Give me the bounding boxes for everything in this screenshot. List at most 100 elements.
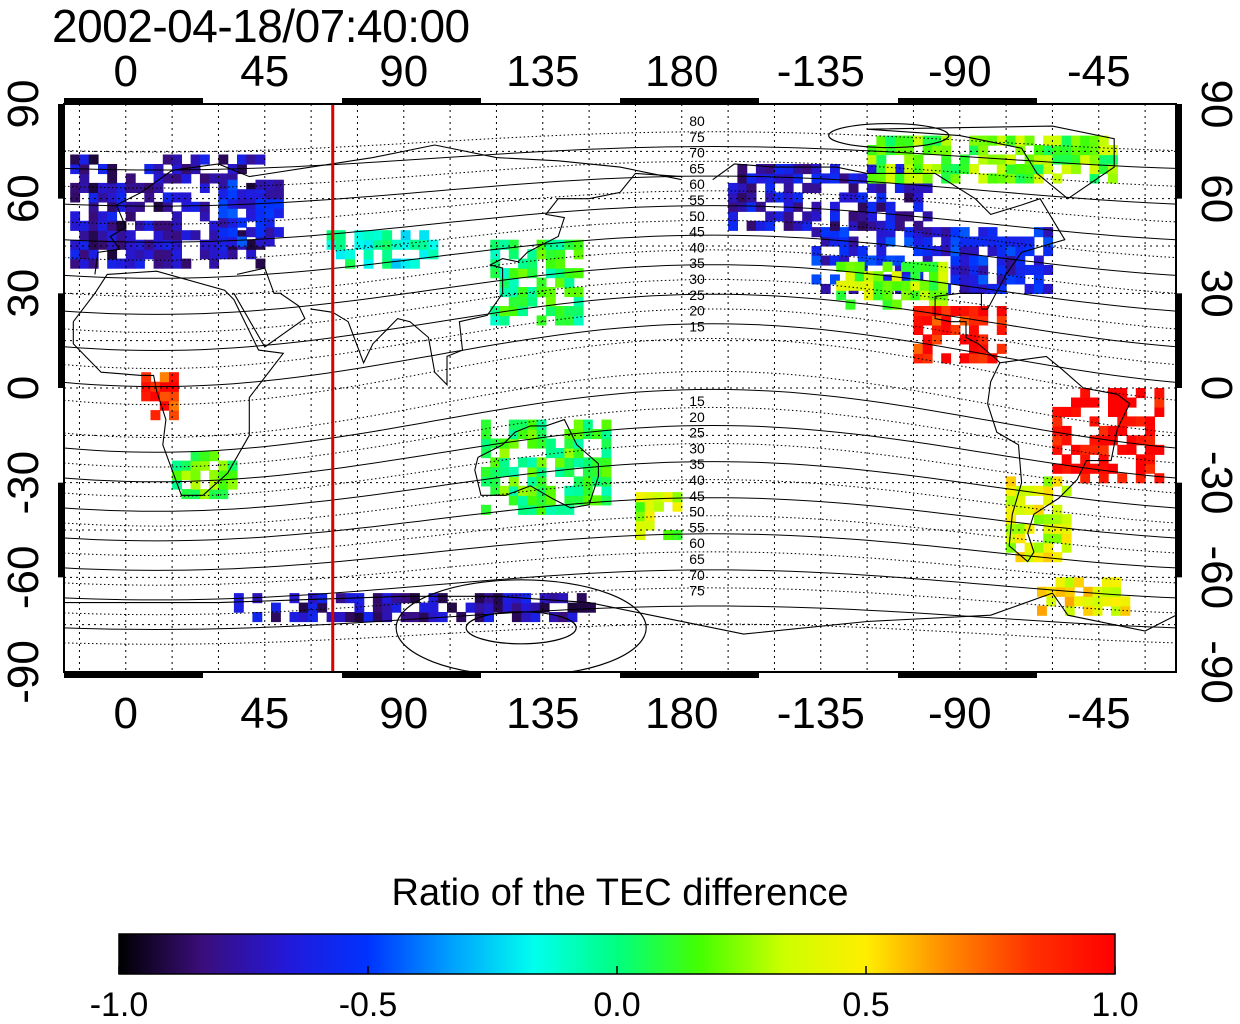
- contour-line: [64, 264, 1176, 315]
- data-cell: [218, 249, 229, 260]
- data-cell: [490, 268, 501, 279]
- data-cell: [845, 280, 856, 291]
- data-cell: [1061, 164, 1072, 175]
- data-cell: [586, 602, 596, 613]
- data-cell: [199, 154, 210, 165]
- data-cell: [172, 164, 182, 175]
- data-cell: [1006, 485, 1016, 496]
- data-cell: [1071, 135, 1081, 146]
- data-cell: [1043, 533, 1054, 544]
- y-tick-label-left: 90: [0, 80, 48, 129]
- data-cell: [904, 154, 915, 165]
- data-cell: [1080, 473, 1091, 484]
- data-cell: [1015, 236, 1026, 247]
- data-cell: [1117, 444, 1128, 455]
- data-cell: [499, 306, 510, 317]
- data-cell: [904, 182, 915, 193]
- data-cell: [70, 249, 81, 260]
- data-cell: [382, 239, 393, 250]
- data-cell: [545, 504, 556, 515]
- data-cell: [153, 173, 164, 184]
- data-cell: [728, 211, 738, 222]
- data-cell: [218, 173, 229, 184]
- data-cell: [428, 239, 439, 250]
- data-cell: [922, 173, 933, 184]
- data-cell: [941, 353, 952, 364]
- data-cell: [125, 230, 136, 241]
- data-cell: [199, 239, 210, 250]
- data-cell: [1154, 388, 1165, 399]
- data-cell: [564, 315, 575, 326]
- data-cell: [1033, 154, 1044, 165]
- data-cell: [576, 602, 587, 613]
- data-cell: [1089, 416, 1100, 427]
- y-tick-label-right: 90: [1192, 80, 1240, 129]
- data-cell: [635, 520, 646, 531]
- data-cell: [181, 192, 192, 203]
- data-cell: [125, 173, 136, 184]
- data-cell: [573, 268, 584, 279]
- data-cell: [601, 466, 612, 477]
- data-cell: [573, 287, 584, 298]
- data-cell: [162, 230, 173, 241]
- data-cell: [774, 164, 785, 175]
- data-cell: [582, 466, 593, 477]
- data-cell: [1089, 173, 1100, 184]
- data-cell: [1024, 236, 1035, 247]
- data-cell: [894, 211, 905, 222]
- data-cell: [246, 182, 257, 193]
- data-cell: [308, 612, 318, 623]
- data-cell: [1033, 227, 1044, 238]
- data-cell: [1015, 264, 1026, 275]
- data-cell: [573, 495, 584, 506]
- data-cell: [1006, 495, 1016, 506]
- data-cell: [1061, 154, 1072, 165]
- data-cell: [199, 451, 210, 462]
- data-cell: [484, 612, 494, 623]
- data-cell: [555, 239, 565, 250]
- data-cell: [1052, 425, 1063, 436]
- colorbar-title: Ratio of the TEC difference: [391, 872, 849, 914]
- data-cell: [400, 230, 411, 241]
- contour-line: [64, 234, 1176, 279]
- data-cell: [938, 299, 949, 310]
- data-cell: [1064, 577, 1075, 588]
- data-cell: [88, 192, 99, 203]
- contour-label: 40: [689, 239, 705, 255]
- data-cell: [125, 182, 136, 193]
- data-cell: [199, 249, 210, 260]
- data-cell: [1092, 596, 1103, 607]
- data-cell: [996, 135, 1007, 146]
- data-cell: [996, 164, 1007, 175]
- data-cell: [839, 255, 850, 266]
- data-cell: [1024, 135, 1035, 146]
- data-cell: [1033, 164, 1044, 175]
- data-cell: [518, 268, 528, 279]
- data-cell: [894, 164, 905, 175]
- data-cell: [567, 602, 578, 613]
- data-cell: [255, 258, 266, 269]
- data-cell: [264, 227, 275, 238]
- contour-line: [64, 442, 1176, 498]
- data-cell: [162, 173, 173, 184]
- data-cell: [125, 211, 136, 222]
- data-cell: [527, 268, 538, 279]
- coastline: [233, 267, 306, 348]
- data-cell: [802, 164, 813, 175]
- data-cell: [882, 299, 893, 310]
- data-cell: [88, 258, 99, 269]
- data-cell: [848, 246, 859, 257]
- data-cell: [1043, 154, 1054, 165]
- data-cell: [811, 182, 822, 193]
- data-cell: [928, 280, 939, 291]
- data-cell: [481, 438, 491, 449]
- data-cell: [252, 593, 263, 604]
- contour-label: 60: [689, 176, 705, 192]
- data-cell: [564, 287, 575, 298]
- data-cell: [857, 201, 868, 212]
- data-cell: [1126, 435, 1137, 446]
- x-tick-label-top: 180: [645, 47, 718, 96]
- data-cell: [564, 277, 575, 288]
- data-cell: [922, 135, 933, 146]
- region-central-asia: [326, 230, 439, 269]
